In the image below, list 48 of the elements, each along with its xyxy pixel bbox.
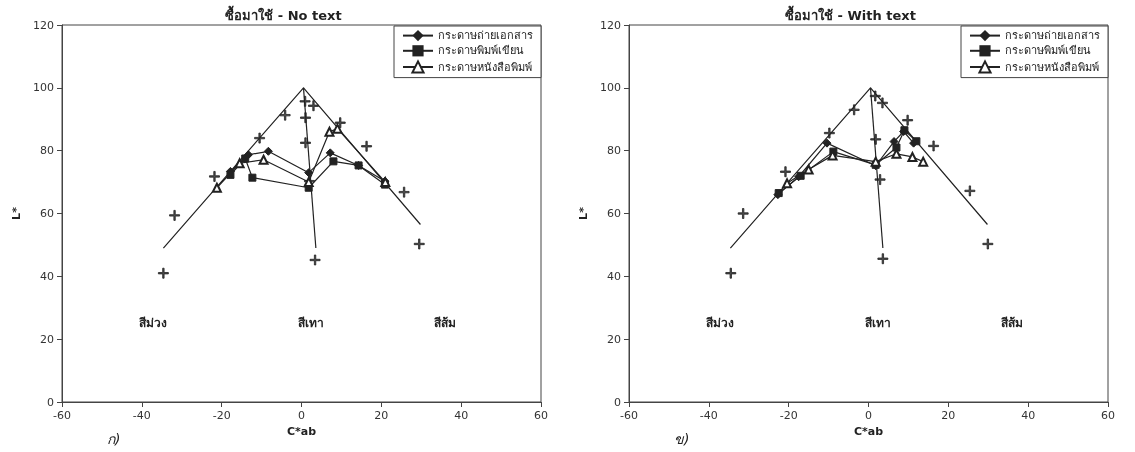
annotation: สีเทา [865, 315, 892, 330]
x-tick-label: -40 [699, 409, 718, 422]
legend-label: กระดาษหนังสือพิมพ์ [1005, 60, 1099, 74]
y-tick-label: 80 [607, 144, 621, 158]
y-tick-label: 40 [40, 269, 54, 283]
y-tick-label: 80 [40, 144, 54, 158]
x-tick-label: -20 [779, 409, 798, 422]
x-tick-label: 20 [374, 409, 389, 422]
legend-label: กระดาษถ่ายเอกสาร [1005, 29, 1100, 43]
x-tick-label: 60 [534, 409, 548, 422]
x-axis-title: C*ab [286, 424, 317, 438]
legend-label: กระดาษพิมพ์เขียน [1005, 44, 1091, 58]
chart-title: ซื้อมาใช้ - With text [785, 5, 916, 23]
y-tick-label: 0 [47, 395, 54, 409]
y-tick-label: 100 [33, 81, 54, 95]
y-tick-label: 20 [40, 332, 54, 346]
x-tick-label: -60 [53, 409, 71, 422]
x-tick-label: -20 [212, 409, 231, 422]
x-tick-label: 20 [941, 409, 956, 422]
text: ก) [107, 431, 121, 447]
chart-title: ซื้อมาใช้ - No text [225, 5, 342, 23]
legend-label: กระดาษพิมพ์เขียน [438, 44, 524, 58]
annotation: สีม่วง [139, 315, 168, 330]
y-tick-label: 120 [33, 18, 54, 32]
x-tick-label: 0 [298, 409, 305, 422]
x-tick-label: 0 [865, 409, 872, 422]
annotation: สีเทา [298, 315, 325, 330]
annotation: สีส้ม [434, 315, 457, 330]
x-tick-label: -60 [620, 409, 638, 422]
y-axis-title: L* [577, 206, 591, 220]
y-tick-label: 60 [40, 207, 54, 220]
y-tick-label: 120 [600, 18, 621, 32]
x-tick-label: 40 [1021, 409, 1036, 422]
x-tick-label: 40 [454, 409, 469, 422]
y-tick-label: 40 [607, 269, 621, 283]
x-tick-label: 60 [1101, 409, 1115, 422]
y-tick-label: 20 [607, 332, 621, 346]
annotation: สีม่วง [706, 315, 735, 330]
legend-label: กระดาษถ่ายเอกสาร [438, 29, 533, 43]
text: ข) [674, 431, 690, 447]
y-tick-label: 100 [600, 81, 621, 95]
y-axis-title: L* [10, 206, 24, 220]
y-tick-label: 0 [614, 395, 621, 409]
annotation: สีส้ม [1001, 315, 1024, 330]
y-tick-label: 60 [607, 207, 621, 220]
x-tick-label: -40 [132, 409, 151, 422]
x-axis-title: C*ab [853, 424, 884, 438]
legend-label: กระดาษหนังสือพิมพ์ [438, 60, 532, 74]
